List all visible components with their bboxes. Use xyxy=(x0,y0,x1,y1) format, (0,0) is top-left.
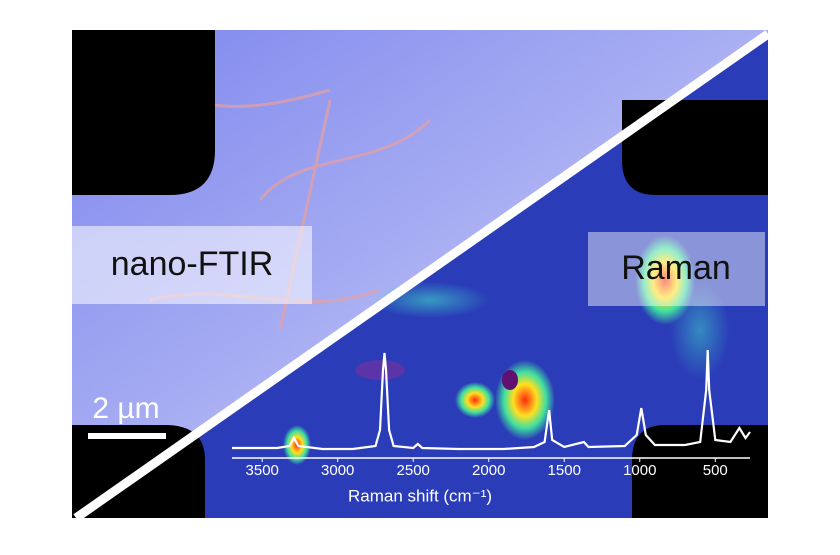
x-tick-label: 1000 xyxy=(623,462,656,479)
label-right: Raman xyxy=(621,249,731,287)
spectrum-line xyxy=(232,349,751,451)
x-tick-label: 1500 xyxy=(548,462,581,479)
ftir-features xyxy=(119,68,432,331)
x-tick-label: 500 xyxy=(703,462,728,479)
label-left: nano-FTIR xyxy=(111,245,274,283)
x-tick-label: 3500 xyxy=(246,462,279,479)
x-tick-label: 2500 xyxy=(397,462,430,479)
divider xyxy=(73,30,771,522)
scale-bar-label: 2 µm xyxy=(92,392,159,425)
scale-bar xyxy=(88,433,166,439)
x-tick-label: 3000 xyxy=(321,462,354,479)
label-band xyxy=(72,226,312,304)
label-band xyxy=(588,232,765,306)
x-axis-label: Raman shift (cm⁻¹) xyxy=(348,486,492,505)
x-tick-label: 2000 xyxy=(472,462,505,479)
